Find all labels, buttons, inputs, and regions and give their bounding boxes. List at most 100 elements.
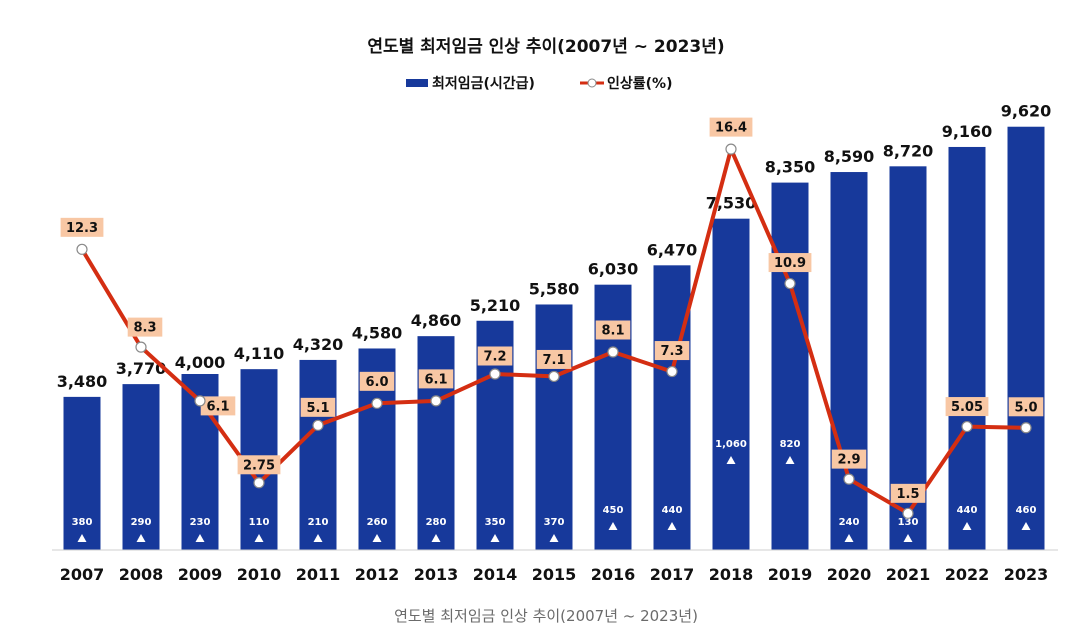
increase-arrow-2016 [608, 522, 618, 530]
increase-arrow-2022 [962, 522, 972, 530]
rate-point-2015 [548, 370, 560, 383]
rate-point-2012 [371, 397, 383, 409]
bar-value-label-2007: 3,480 [57, 372, 108, 391]
increase-arrow-2019 [785, 456, 795, 464]
rate-points [76, 143, 1032, 519]
rate-label-2009: 6.1 [206, 399, 229, 414]
increase-label-2010: 110 [249, 517, 270, 528]
x-tick-label-2012: 2012 [355, 565, 400, 584]
rate-label-2021: 1.5 [896, 487, 919, 502]
x-tick-label-2013: 2013 [414, 565, 459, 584]
increase-arrow-2021 [903, 534, 913, 542]
x-tick-label-2016: 2016 [591, 565, 636, 584]
bar-value-label-2019: 8,350 [765, 158, 816, 177]
x-tick-label-2009: 2009 [178, 565, 223, 584]
rate-label-2018: 16.4 [715, 121, 747, 136]
bar-2020 [830, 172, 868, 551]
increase-label-2022: 440 [957, 505, 978, 516]
bar-2008 [122, 384, 160, 550]
increase-arrow-2008 [136, 534, 146, 542]
bar-value-label-2016: 6,030 [588, 260, 639, 279]
increase-label-2017: 440 [662, 505, 683, 516]
bar-value-label-2009: 4,000 [175, 353, 226, 372]
legend-bar-swatch [406, 79, 428, 87]
legend-line-label: 인상률(%) [607, 75, 672, 92]
rate-point-2022 [961, 420, 973, 433]
rate-label-box-2012 [359, 371, 395, 391]
x-tick-label-2023: 2023 [1004, 565, 1049, 584]
increase-label-2019: 820 [780, 439, 801, 450]
increase-arrow-2023 [1021, 522, 1031, 530]
x-tick-label-2011: 2011 [296, 565, 341, 584]
increase-label-2011: 210 [308, 517, 329, 528]
rate-label-2019: 10.9 [774, 256, 806, 271]
increase-label-2016: 450 [603, 505, 624, 516]
bar-2023 [1007, 126, 1045, 550]
bar-2011 [299, 359, 337, 550]
bar-value-label-2022: 9,160 [942, 122, 993, 141]
rate-label-2013: 6.1 [424, 372, 447, 387]
rate-label-box-2023 [1008, 397, 1044, 417]
bar-2018 [712, 218, 750, 550]
x-tick-label-2007: 2007 [60, 565, 105, 584]
rate-label-box-2007 [60, 217, 104, 237]
increase-label-2012: 260 [367, 517, 388, 528]
rate-label-box-2009 [200, 396, 236, 416]
increase-arrow-2017 [667, 522, 677, 530]
increase-labels: 380 290 230 110 210 260 280 350 370 450 440 1,060 82… [72, 439, 1036, 542]
rate-point-2009 [194, 395, 206, 407]
bar-value-label-2015: 5,580 [529, 279, 580, 298]
rate-point-2017 [666, 365, 678, 378]
bar-value-label-2020: 8,590 [824, 147, 875, 166]
x-tick-label-2008: 2008 [119, 565, 164, 584]
bar-2019 [771, 182, 809, 550]
legend-bar-label: 최저임금(시간급) [432, 75, 535, 92]
rate-label-2023: 5.0 [1014, 400, 1037, 415]
increase-arrow-2012 [372, 534, 382, 542]
rate-label-2020: 2.9 [837, 453, 860, 468]
increase-arrow-2015 [549, 534, 559, 542]
bar-value-label-2017: 6,470 [647, 240, 698, 259]
chart-caption: 연도별 최저임금 인상 추이(2007년 ~ 2023년) [394, 607, 698, 625]
rate-label-2007: 12.3 [66, 221, 98, 236]
rate-label-box-2016 [595, 320, 631, 340]
rate-label-2011: 5.1 [306, 401, 329, 416]
increase-arrow-2014 [490, 534, 500, 542]
rate-label-box-2010 [237, 455, 281, 475]
rate-label-2010: 2.75 [243, 458, 275, 473]
increase-label-2015: 370 [544, 517, 565, 528]
rate-point-2020 [843, 473, 855, 485]
bar-2017 [653, 265, 691, 550]
rate-label-2016: 8.1 [601, 324, 624, 339]
rate-point-2008 [135, 341, 147, 353]
increase-label-2021: 130 [898, 517, 919, 528]
rate-point-2018 [725, 143, 737, 155]
rate-point-2014 [489, 368, 501, 380]
x-axis-tick-labels: 2007 2008 2009 2010 2011 2012 2013 2014 2015 2016… [60, 565, 1049, 584]
x-tick-label-2017: 2017 [650, 565, 695, 584]
increase-label-2020: 240 [839, 517, 860, 528]
increase-arrow-2020 [844, 534, 854, 542]
bar-value-label-2013: 4,860 [411, 311, 462, 330]
x-tick-label-2010: 2010 [237, 565, 282, 584]
chart-title: 연도별 최저임금 인상 추이(2007년 ~ 2023년) [367, 36, 724, 57]
x-tick-label-2014: 2014 [473, 565, 518, 584]
x-tick-label-2020: 2020 [827, 565, 872, 584]
legend: 최저임금(시간급) 인상률(%) [406, 75, 672, 92]
rate-label-2017: 7.3 [660, 344, 683, 359]
bar-2022 [948, 146, 986, 550]
rate-point-2016 [607, 346, 619, 358]
rate-point-2021 [902, 507, 914, 519]
bar-value-label-2023: 9,620 [1001, 102, 1052, 121]
increase-label-2013: 280 [426, 517, 447, 528]
rate-label-box-2017 [654, 341, 690, 361]
rate-labels: 12.3 8.3 6.1 2.75 5.1 6.0 6.1 7.2 7.1 8.1 7.3 16.4 1… [60, 117, 1044, 503]
rate-label-box-2020 [831, 449, 867, 469]
rate-label-box-2011 [300, 397, 336, 417]
increase-arrow-2013 [431, 534, 441, 542]
rate-point-2023 [1020, 422, 1032, 434]
increase-arrow-2018 [726, 456, 736, 464]
x-tick-label-2021: 2021 [886, 565, 931, 584]
x-tick-label-2015: 2015 [532, 565, 577, 584]
